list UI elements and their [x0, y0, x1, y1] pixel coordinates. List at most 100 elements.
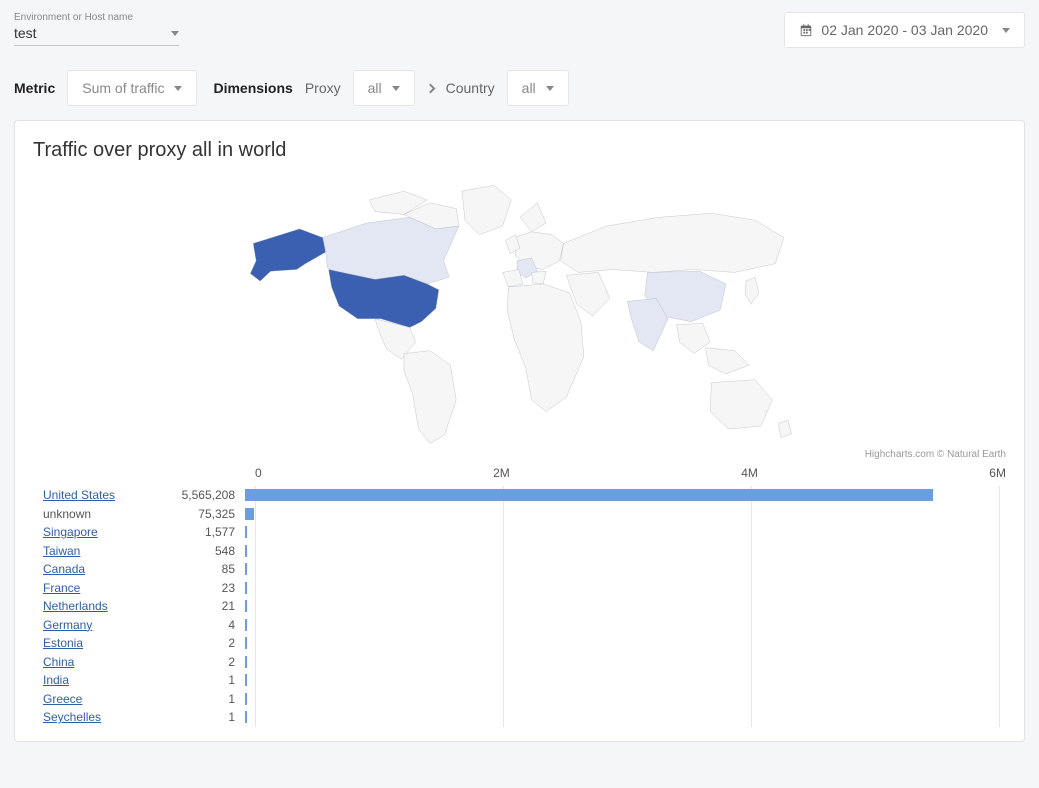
- bar-fill: [245, 600, 247, 612]
- row-value: 1: [171, 690, 245, 709]
- calendar-icon: [799, 23, 813, 37]
- bar-fill: [245, 711, 247, 723]
- metric-value: Sum of traffic: [82, 80, 164, 96]
- row-value: 1: [171, 708, 245, 727]
- bar-axis: 0 2M 4M 6M: [33, 466, 1006, 480]
- dimensions-label: Dimensions: [213, 80, 292, 96]
- row-name: Estonia: [33, 634, 171, 653]
- table-row: India 1: [33, 671, 1006, 690]
- proxy-value: all: [368, 80, 382, 96]
- bar-track: [245, 545, 1006, 557]
- filter-bar: Metric Sum of traffic Dimensions Proxy a…: [0, 48, 1039, 116]
- row-name: Netherlands: [33, 597, 171, 616]
- date-range-select[interactable]: 02 Jan 2020 - 03 Jan 2020: [784, 12, 1025, 48]
- bar-fill: [245, 489, 933, 501]
- country-link[interactable]: Netherlands: [43, 599, 108, 613]
- bar-fill: [245, 674, 247, 686]
- country-link[interactable]: Greece: [43, 692, 82, 706]
- table-row: France 23: [33, 579, 1006, 598]
- proxy-select[interactable]: all: [353, 70, 415, 106]
- world-map-svg: [230, 168, 810, 458]
- row-name: Canada: [33, 560, 171, 579]
- row-value: 5,565,208: [171, 486, 245, 505]
- bar-track: [245, 489, 1006, 501]
- axis-tick: 6M: [989, 466, 1006, 480]
- row-value: 1: [171, 671, 245, 690]
- bar-fill: [245, 637, 247, 649]
- country-link[interactable]: China: [43, 655, 74, 669]
- table-row: United States 5,565,208: [33, 486, 1006, 505]
- row-name: Germany: [33, 616, 171, 635]
- row-value: 548: [171, 542, 245, 561]
- row-value: 4: [171, 616, 245, 635]
- country-link[interactable]: Seychelles: [43, 710, 101, 724]
- table-row: Seychelles 1: [33, 708, 1006, 727]
- country-link[interactable]: Germany: [43, 618, 92, 632]
- metric-label: Metric: [14, 80, 55, 96]
- country-link[interactable]: Canada: [43, 562, 85, 576]
- table-row: Netherlands21: [33, 597, 1006, 616]
- caret-down-icon: [1002, 28, 1010, 33]
- bar-rows: United States5,565,208unknown75,325Singa…: [33, 486, 1006, 727]
- bar-track: [245, 563, 1006, 575]
- environment-value: test: [14, 25, 37, 41]
- row-name: Singapore: [33, 523, 171, 542]
- bar-track: [245, 693, 1006, 705]
- chart-title: Traffic over proxy all in world: [33, 139, 1006, 162]
- row-value: 1,577: [171, 523, 245, 542]
- bar-fill: [245, 619, 247, 631]
- row-value: 75,325: [171, 505, 245, 524]
- country-link[interactable]: France: [43, 581, 80, 595]
- country-link[interactable]: Singapore: [43, 525, 98, 539]
- row-name: China: [33, 653, 171, 672]
- row-name: Seychelles: [33, 708, 171, 727]
- proxy-label: Proxy: [305, 80, 341, 96]
- row-value: 2: [171, 653, 245, 672]
- row-name: unknown: [33, 505, 171, 524]
- row-value: 85: [171, 560, 245, 579]
- country-link[interactable]: Estonia: [43, 636, 83, 650]
- table-row: Taiwan 548: [33, 542, 1006, 561]
- table-row: Germany 4: [33, 616, 1006, 635]
- table-row: Greece 1: [33, 690, 1006, 709]
- country-link[interactable]: Taiwan: [43, 544, 80, 558]
- bar-fill: [245, 526, 247, 538]
- bar-fill: [245, 582, 247, 594]
- country-link[interactable]: United States: [43, 488, 115, 502]
- bar-track: [245, 582, 1006, 594]
- bar-chart: 0 2M 4M 6M United States 5,565,208unknown75,…: [33, 466, 1006, 727]
- bar-fill: [245, 693, 247, 705]
- country-label: Country: [446, 80, 495, 96]
- date-range-value: 02 Jan 2020 - 03 Jan 2020: [821, 22, 988, 38]
- axis-tick: 4M: [741, 466, 758, 480]
- bar-fill: [245, 508, 254, 520]
- bar-track: [245, 508, 1006, 520]
- row-value: 2: [171, 634, 245, 653]
- axis-tick: 2M: [493, 466, 510, 480]
- axis-tick: 0: [255, 466, 262, 480]
- row-value: 23: [171, 579, 245, 598]
- caret-down-icon: [171, 31, 179, 36]
- country-select[interactable]: all: [507, 70, 569, 106]
- world-map: Highcharts.com © Natural Earth: [33, 168, 1006, 464]
- country-link[interactable]: India: [43, 673, 69, 687]
- environment-select[interactable]: Environment or Host name test: [14, 12, 179, 46]
- bar-fill: [245, 656, 247, 668]
- chart-card: Traffic over proxy all in world: [14, 120, 1025, 742]
- bar-track: [245, 656, 1006, 668]
- bar-fill: [245, 545, 247, 557]
- bar-track: [245, 711, 1006, 723]
- table-row: Estonia 2: [33, 634, 1006, 653]
- table-row: unknown75,325: [33, 505, 1006, 524]
- bar-track: [245, 637, 1006, 649]
- caret-down-icon: [392, 86, 400, 91]
- chevron-right-icon: [425, 83, 435, 93]
- table-row: Canada 85: [33, 560, 1006, 579]
- country-value: all: [522, 80, 536, 96]
- metric-select[interactable]: Sum of traffic: [67, 70, 197, 106]
- bar-track: [245, 526, 1006, 538]
- caret-down-icon: [174, 86, 182, 91]
- row-name: India: [33, 671, 171, 690]
- row-name: United States: [33, 486, 171, 505]
- bar-track: [245, 674, 1006, 686]
